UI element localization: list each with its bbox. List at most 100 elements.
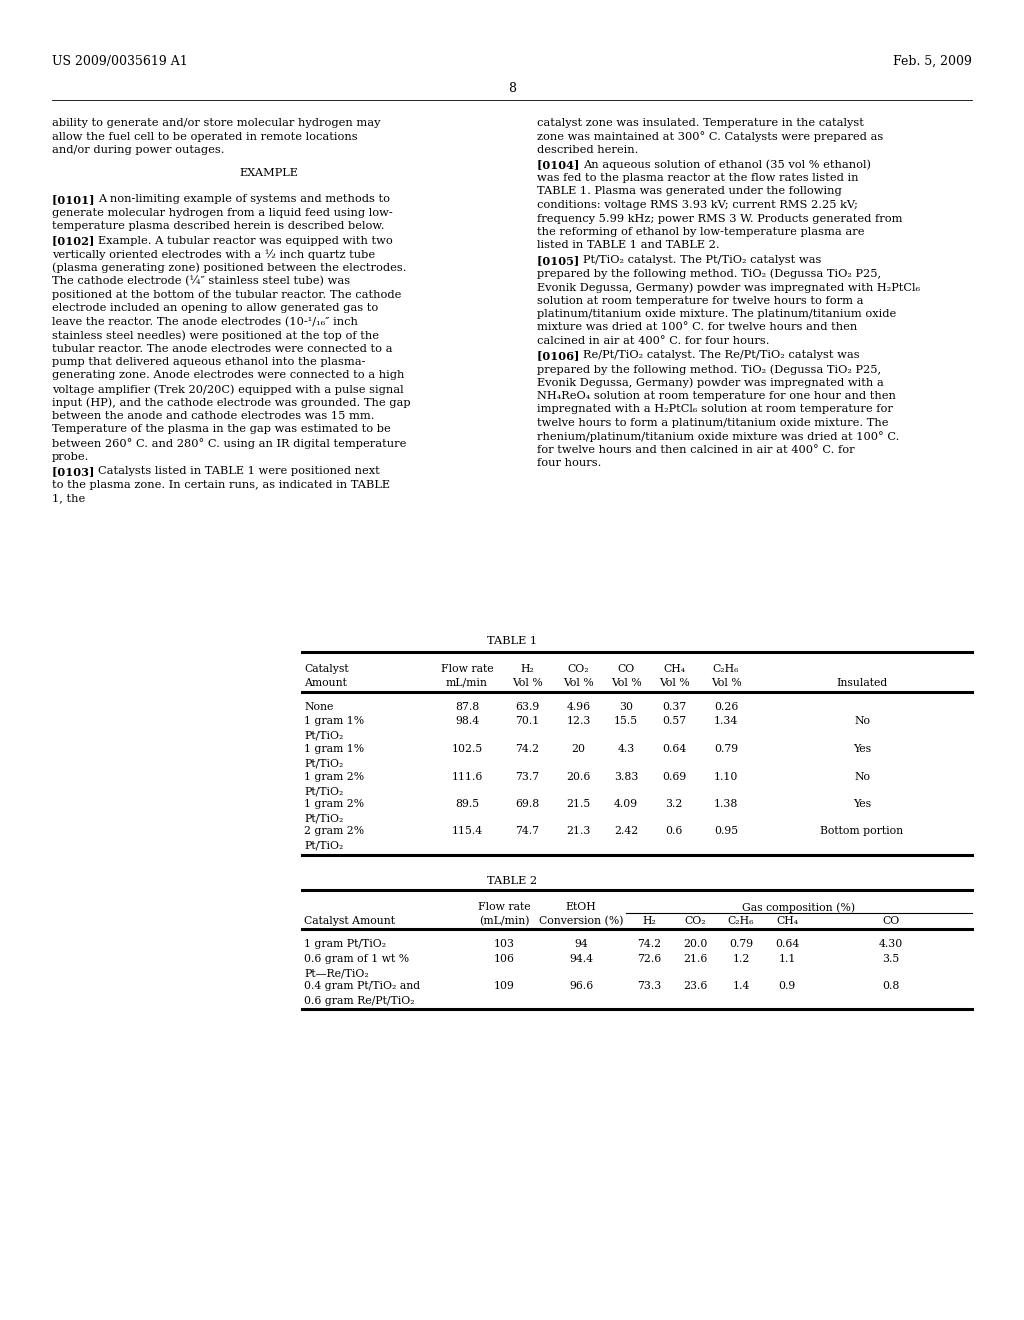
Text: Feb. 5, 2009: Feb. 5, 2009 [893,55,972,69]
Text: 1.38: 1.38 [714,799,738,809]
Text: 1.34: 1.34 [714,717,738,726]
Text: Yes: Yes [853,799,871,809]
Text: 21.3: 21.3 [566,826,591,837]
Text: 63.9: 63.9 [515,702,540,711]
Text: CO₂: CO₂ [567,664,590,675]
Text: Gas composition (%): Gas composition (%) [742,902,856,912]
Text: Pt—Re/TiO₂: Pt—Re/TiO₂ [304,968,369,978]
Text: input (HP), and the cathode electrode was grounded. The gap: input (HP), and the cathode electrode wa… [52,397,411,408]
Text: platinum/titanium oxide mixture. The platinum/titanium oxide: platinum/titanium oxide mixture. The pla… [537,309,896,319]
Text: A non-limiting example of systems and methods to: A non-limiting example of systems and me… [97,194,389,205]
Text: 1.2: 1.2 [732,953,750,964]
Text: 4.09: 4.09 [614,799,638,809]
Text: TABLE 2: TABLE 2 [487,876,537,886]
Text: CH₄: CH₄ [663,664,685,675]
Text: 102.5: 102.5 [452,744,482,754]
Text: Pt/TiO₂ catalyst. The Pt/TiO₂ catalyst was: Pt/TiO₂ catalyst. The Pt/TiO₂ catalyst w… [583,255,821,265]
Text: Flow rate: Flow rate [477,902,530,912]
Text: 0.8: 0.8 [883,981,900,991]
Text: Temperature of the plasma in the gap was estimated to be: Temperature of the plasma in the gap was… [52,425,391,434]
Text: 2 gram 2%: 2 gram 2% [304,826,365,837]
Text: 103: 103 [494,939,514,949]
Text: catalyst zone was insulated. Temperature in the catalyst: catalyst zone was insulated. Temperature… [537,117,864,128]
Text: US 2009/0035619 A1: US 2009/0035619 A1 [52,55,187,69]
Text: CO₂: CO₂ [684,916,706,927]
Text: 0.6 gram of 1 wt %: 0.6 gram of 1 wt % [304,953,410,964]
Text: 1.4: 1.4 [732,981,750,991]
Text: between the anode and cathode electrodes was 15 mm.: between the anode and cathode electrodes… [52,411,375,421]
Text: [0102]: [0102] [52,235,111,247]
Text: 0.79: 0.79 [714,744,738,754]
Text: 96.6: 96.6 [569,981,593,991]
Text: CH₄: CH₄ [776,916,798,927]
Text: [0103]: [0103] [52,466,111,477]
Text: and/or during power outages.: and/or during power outages. [52,145,224,154]
Text: 89.5: 89.5 [455,799,479,809]
Text: H₂: H₂ [642,916,656,927]
Text: Catalyst Amount: Catalyst Amount [304,916,395,927]
Text: Vol %: Vol % [610,677,641,688]
Text: [0104]: [0104] [537,160,595,170]
Text: 111.6: 111.6 [452,771,482,781]
Text: electrode included an opening to allow generated gas to: electrode included an opening to allow g… [52,304,378,313]
Text: An aqueous solution of ethanol (35 vol % ethanol): An aqueous solution of ethanol (35 vol %… [583,160,870,170]
Text: calcined in air at 400° C. for four hours.: calcined in air at 400° C. for four hour… [537,337,769,346]
Text: 21.5: 21.5 [566,799,591,809]
Text: voltage amplifier (Trek 20/20C) equipped with a pulse signal: voltage amplifier (Trek 20/20C) equipped… [52,384,403,395]
Text: 0.57: 0.57 [662,717,686,726]
Text: The cathode electrode (¼″ stainless steel tube) was: The cathode electrode (¼″ stainless stee… [52,276,350,286]
Text: rhenium/platinum/titanium oxide mixture was dried at 100° C.: rhenium/platinum/titanium oxide mixture … [537,432,899,442]
Text: mL/min: mL/min [446,677,488,688]
Text: 0.9: 0.9 [778,981,796,991]
Text: 87.8: 87.8 [455,702,479,711]
Text: No: No [854,771,870,781]
Text: 94.4: 94.4 [569,953,593,964]
Text: Catalysts listed in TABLE 1 were positioned next: Catalysts listed in TABLE 1 were positio… [97,466,379,477]
Text: 2.42: 2.42 [613,826,638,837]
Text: 3.5: 3.5 [883,953,900,964]
Text: 74.2: 74.2 [637,939,662,949]
Text: 1 gram 2%: 1 gram 2% [304,771,365,781]
Text: 70.1: 70.1 [515,717,540,726]
Text: 8: 8 [508,82,516,95]
Text: 1 gram 1%: 1 gram 1% [304,717,365,726]
Text: 73.7: 73.7 [515,771,540,781]
Text: Evonik Degussa, Germany) powder was impregnated with a: Evonik Degussa, Germany) powder was impr… [537,378,884,388]
Text: 0.37: 0.37 [662,702,686,711]
Text: Pt/TiO₂: Pt/TiO₂ [304,813,343,824]
Text: 1, the: 1, the [52,492,85,503]
Text: (mL/min): (mL/min) [479,916,529,927]
Text: listed in TABLE 1 and TABLE 2.: listed in TABLE 1 and TABLE 2. [537,240,720,251]
Text: Pt/TiO₂: Pt/TiO₂ [304,841,343,851]
Text: 23.6: 23.6 [683,981,708,991]
Text: 0.69: 0.69 [662,771,686,781]
Text: CO: CO [617,664,635,675]
Text: Bottom portion: Bottom portion [820,826,903,837]
Text: zone was maintained at 300° C. Catalysts were prepared as: zone was maintained at 300° C. Catalysts… [537,132,884,143]
Text: 4.30: 4.30 [879,939,903,949]
Text: 94: 94 [574,939,588,949]
Text: 20.6: 20.6 [566,771,591,781]
Text: C₂H₆: C₂H₆ [713,664,739,675]
Text: twelve hours to form a platinum/titanium oxide mixture. The: twelve hours to form a platinum/titanium… [537,418,889,428]
Text: Pt/TiO₂: Pt/TiO₂ [304,785,343,796]
Text: Example. A tubular reactor was equipped with two: Example. A tubular reactor was equipped … [97,235,392,246]
Text: stainless steel needles) were positioned at the top of the: stainless steel needles) were positioned… [52,330,379,341]
Text: 0.79: 0.79 [729,939,753,949]
Text: Vol %: Vol % [658,677,689,688]
Text: 72.6: 72.6 [637,953,662,964]
Text: generate molecular hydrogen from a liquid feed using low-: generate molecular hydrogen from a liqui… [52,207,393,218]
Text: Insulated: Insulated [837,677,888,688]
Text: 0.64: 0.64 [662,744,686,754]
Text: CO: CO [883,916,900,927]
Text: NH₄ReO₄ solution at room temperature for one hour and then: NH₄ReO₄ solution at room temperature for… [537,391,896,401]
Text: conditions: voltage RMS 3.93 kV; current RMS 2.25 kV;: conditions: voltage RMS 3.93 kV; current… [537,201,858,210]
Text: 109: 109 [494,981,514,991]
Text: 0.6 gram Re/Pt/TiO₂: 0.6 gram Re/Pt/TiO₂ [304,995,415,1006]
Text: Pt/TiO₂: Pt/TiO₂ [304,731,343,741]
Text: None: None [304,702,334,711]
Text: solution at room temperature for twelve hours to form a: solution at room temperature for twelve … [537,296,863,305]
Text: to the plasma zone. In certain runs, as indicated in TABLE: to the plasma zone. In certain runs, as … [52,479,390,490]
Text: 1 gram 1%: 1 gram 1% [304,744,365,754]
Text: [0106]: [0106] [537,351,595,362]
